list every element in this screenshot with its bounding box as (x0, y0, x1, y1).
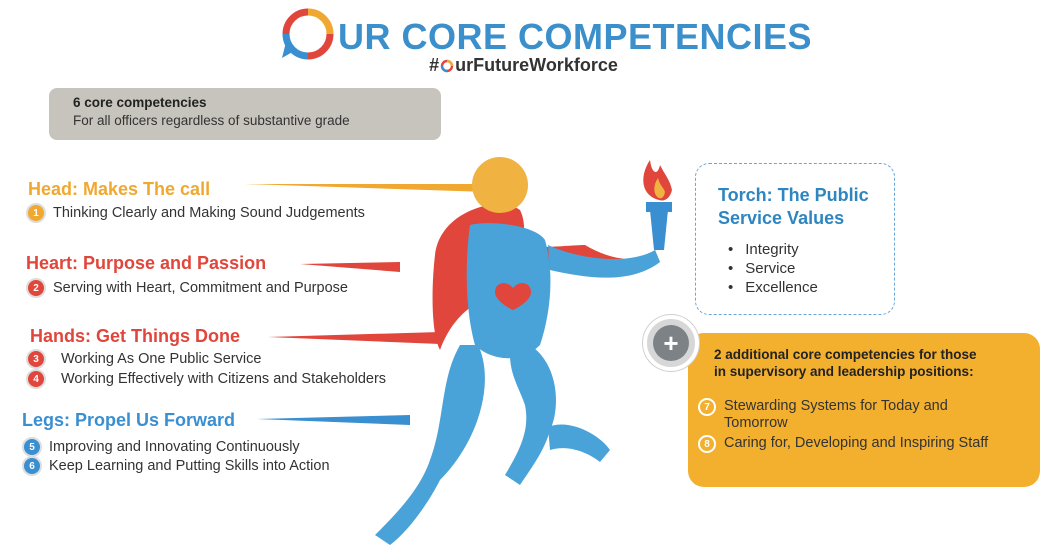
right-arm (548, 245, 660, 278)
right-foot (548, 424, 610, 462)
left-leg (375, 345, 485, 545)
list-item: 6 Keep Learning and Putting Skills into … (22, 456, 330, 476)
section-legs-title: Legs: Propel Us Forward (22, 410, 236, 430)
intro-subtitle: For all officers regardless of substanti… (73, 113, 350, 128)
page-title: UR CORE COMPETENCIES (0, 6, 1047, 62)
section-heart-title: Heart: Purpose and Passion (26, 253, 267, 273)
torch-values-box: Torch: The Public Service Values Integri… (695, 163, 895, 315)
plus-badge: + (643, 315, 699, 371)
list-item: 4 Working Effectively with Citizens and … (26, 369, 386, 389)
mini-logo-icon (440, 59, 454, 73)
values-list: Integrity Service Excellence (718, 240, 894, 297)
list-item: 7 Stewarding Systems for Today and Tomor… (698, 398, 1028, 432)
list-item: 8 Caring for, Developing and Inspiring S… (698, 435, 1028, 453)
number-badge: 2 (26, 278, 46, 298)
torch-title: Torch: The Public Service Values (718, 185, 869, 228)
list-item: 2 Serving with Heart, Commitment and Pur… (26, 278, 348, 298)
list-item: 3 Working As One Public Service (26, 349, 261, 369)
value-item: Service (718, 259, 894, 278)
value-item: Integrity (718, 240, 894, 259)
torch-handle (650, 210, 668, 250)
section-hands-title: Hands: Get Things Done (30, 326, 241, 346)
list-item: 1 Thinking Clearly and Making Sound Judg… (26, 203, 365, 223)
torch-cup (646, 202, 672, 212)
torch-flame-inner (654, 178, 665, 199)
number-badge: 7 (698, 398, 716, 416)
section-head-title: Head: Makes The call (28, 179, 211, 199)
speech-bubble-logo-icon (282, 8, 334, 60)
number-badge: 8 (698, 435, 716, 453)
intro-title: 6 core competencies (73, 95, 207, 110)
plus-icon: + (653, 325, 689, 361)
title-text: UR CORE COMPETENCIES (338, 16, 813, 57)
heart-icon (495, 283, 531, 310)
additional-list: 7 Stewarding Systems for Today and Tomor… (698, 398, 1028, 453)
number-badge: 1 (26, 203, 46, 223)
head (472, 157, 528, 213)
hashtag: # urFutureWorkforce (429, 55, 618, 75)
running-figure-illustration (375, 157, 672, 545)
list-item: 5 Improving and Innovating Continuously (22, 437, 300, 457)
number-badge: 3 (26, 349, 46, 369)
intro-box: 6 core competencies For all officers reg… (49, 88, 441, 140)
additional-competencies-box: 2 additional core competencies for those… (688, 333, 1040, 487)
number-badge: 5 (22, 437, 42, 457)
additional-title: 2 additional core competencies for those… (714, 347, 977, 379)
right-leg (505, 345, 556, 485)
number-badge: 4 (26, 369, 46, 389)
value-item: Excellence (718, 278, 894, 297)
number-badge: 6 (22, 456, 42, 476)
